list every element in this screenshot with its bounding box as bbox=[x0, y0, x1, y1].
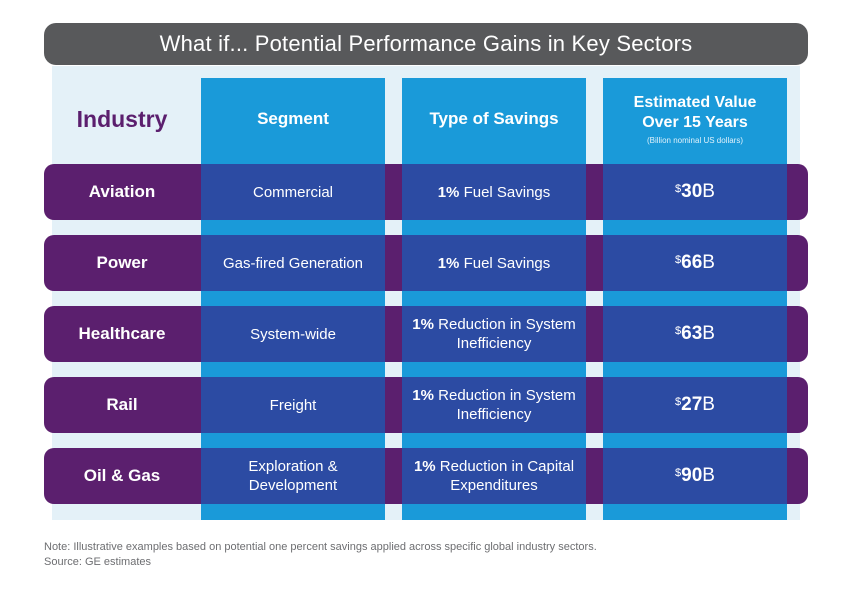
value-unit: B bbox=[702, 465, 715, 486]
header-value: Estimated Value Over 15 Years (Billion n… bbox=[603, 78, 787, 160]
value-unit: B bbox=[702, 394, 715, 415]
savings-text-wrap: 1% Fuel Savings bbox=[438, 183, 551, 202]
industry-cell: Oil & Gas bbox=[83, 466, 161, 485]
page-title: What if... Potential Performance Gains i… bbox=[44, 23, 808, 65]
savings-percent: 1% bbox=[412, 387, 434, 404]
currency-symbol: $ bbox=[675, 467, 682, 479]
industry-cell: Power bbox=[96, 253, 148, 272]
segment-text: Exploration & Development bbox=[248, 458, 338, 494]
segment-cell: Commercial bbox=[201, 164, 385, 220]
savings-cell: 1% Reduction in Capital Expenditures bbox=[402, 448, 586, 504]
header-industry: Industry bbox=[76, 105, 168, 132]
savings-text-wrap: 1% Fuel Savings bbox=[438, 254, 551, 273]
value-unit: B bbox=[702, 252, 715, 273]
segment-text: System-wide bbox=[250, 325, 336, 343]
savings-text-wrap: 1% Reduction in Capital Expenditures bbox=[409, 457, 579, 495]
value-number: 90 bbox=[681, 465, 703, 486]
header-savings: Type of Savings bbox=[429, 109, 559, 128]
value-unit: B bbox=[702, 323, 715, 344]
segment-text: Freight bbox=[269, 396, 317, 414]
footnote: Note: Illustrative examples based on pot… bbox=[44, 540, 824, 570]
value-number: 27 bbox=[681, 394, 703, 415]
value-unit: B bbox=[702, 181, 715, 202]
footnote-note: Note: Illustrative examples based on pot… bbox=[44, 541, 597, 553]
savings-cell: 1% Fuel Savings bbox=[402, 164, 586, 220]
savings-cell: 1% Fuel Savings bbox=[402, 235, 586, 291]
value-cell: $30 B bbox=[603, 164, 787, 220]
savings-cell: 1% Reduction in System Inefficiency bbox=[402, 306, 586, 362]
industry-cell: Aviation bbox=[88, 182, 156, 201]
segment-text: Commercial bbox=[252, 183, 333, 201]
footnote-source: Source: GE estimates bbox=[44, 556, 151, 568]
savings-percent: 1% bbox=[437, 254, 460, 272]
savings-text-wrap: 1% Reduction in System Inefficiency bbox=[409, 386, 579, 424]
savings-percent: 1% bbox=[413, 458, 436, 475]
savings-column bbox=[402, 78, 586, 520]
savings-type: Reduction in Capital Expenditures bbox=[439, 458, 575, 494]
header-segment: Segment bbox=[257, 109, 329, 128]
header-value-subtitle: (Billion nominal US dollars) bbox=[646, 136, 744, 145]
header-value-line2: Over 15 Years bbox=[642, 114, 748, 131]
currency-symbol: $ bbox=[675, 254, 682, 266]
value-number: 63 bbox=[681, 323, 703, 344]
savings-type: Reduction in System Inefficiency bbox=[438, 316, 576, 352]
value-cell: $27 B bbox=[603, 377, 787, 433]
savings-type: Fuel Savings bbox=[463, 254, 551, 272]
segment-cell: Exploration & Development bbox=[201, 448, 385, 504]
savings-cell: 1% Reduction in System Inefficiency bbox=[402, 377, 586, 433]
segment-cell: System-wide bbox=[201, 306, 385, 362]
segment-column bbox=[201, 78, 385, 520]
value-number: 66 bbox=[681, 252, 703, 273]
segment-cell: Freight bbox=[201, 377, 385, 433]
value-column bbox=[603, 78, 787, 520]
value-cell: $66 B bbox=[603, 235, 787, 291]
header-value-line1: Estimated Value bbox=[633, 94, 757, 111]
value-number: 30 bbox=[681, 181, 703, 202]
currency-symbol: $ bbox=[675, 325, 682, 337]
currency-symbol: $ bbox=[675, 183, 682, 195]
savings-percent: 1% bbox=[412, 316, 434, 333]
savings-type: Reduction in System Inefficiency bbox=[438, 387, 576, 423]
savings-text-wrap: 1% Reduction in System Inefficiency bbox=[409, 315, 579, 353]
segment-cell: Gas-fired Generation bbox=[201, 235, 385, 291]
segment-text: Gas-fired Generation bbox=[222, 254, 364, 272]
currency-symbol: $ bbox=[675, 396, 682, 408]
industry-cell: Healthcare bbox=[78, 324, 166, 343]
savings-percent: 1% bbox=[437, 183, 460, 201]
value-cell: $90 B bbox=[603, 448, 787, 504]
industry-cell: Rail bbox=[106, 395, 138, 414]
value-cell: $63 B bbox=[603, 306, 787, 362]
savings-type: Fuel Savings bbox=[463, 183, 551, 201]
